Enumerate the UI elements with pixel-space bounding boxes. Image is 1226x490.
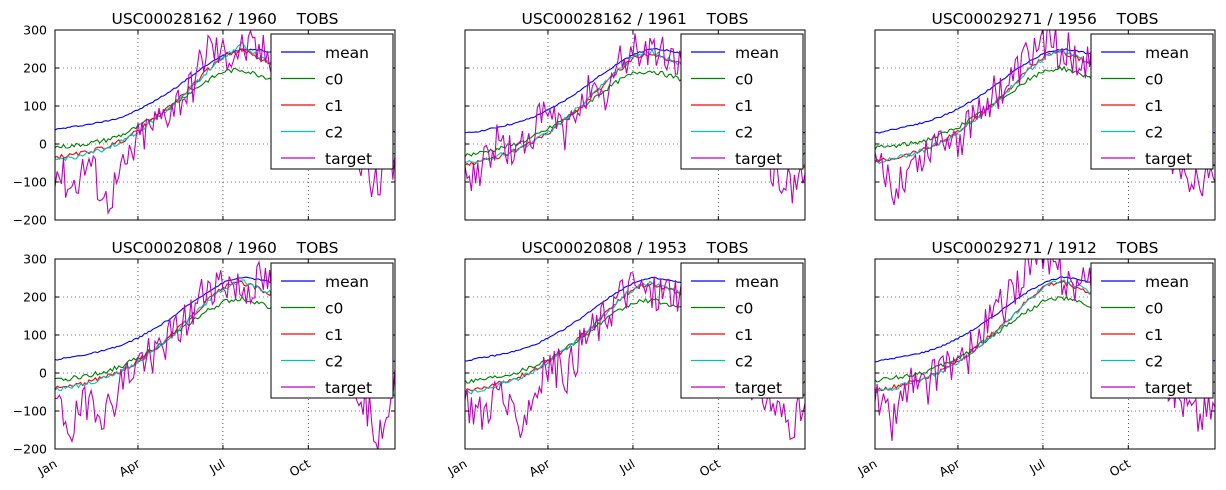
- ytick-label: 300: [23, 252, 47, 267]
- xtick-label: Jan: [34, 456, 59, 479]
- legend-label-c0: c0: [325, 300, 343, 318]
- subplot-4: USC00020808 / 1960 TOBS 300 200 100 0 −100 −20…: [13, 239, 396, 480]
- subplot-5: USC00020808 / 1953 TOBS Jan Apr Jul Oct mean c…: [444, 239, 806, 480]
- legend-label-mean: mean: [325, 44, 369, 62]
- legend-label-target: target: [1145, 379, 1192, 397]
- legend-label-c1: c1: [1145, 97, 1163, 115]
- axes-frame: [874, 29, 1216, 221]
- ytick-label: −100: [13, 404, 47, 419]
- xtick-label: Jan: [854, 456, 879, 479]
- legend-label-c0: c0: [735, 300, 753, 318]
- ytick-label: −200: [13, 442, 47, 457]
- ytick-label: −200: [13, 213, 47, 228]
- legend-label-mean: mean: [325, 273, 369, 291]
- subplot-title: USC00029271 / 1912 TOBS: [932, 239, 1159, 257]
- subplot-2: USC00028162 / 1961 TOBS mean c0 c1 c2 target: [464, 10, 806, 221]
- legend-label-c2: c2: [325, 353, 343, 371]
- legend-label-c2: c2: [735, 353, 753, 371]
- subplot-title: USC00020808 / 1953 TOBS: [522, 239, 749, 257]
- legend-label-c0: c0: [325, 71, 343, 89]
- legend-label-c1: c1: [325, 97, 343, 115]
- legend-label-c1: c1: [325, 326, 343, 344]
- xtick-label: Jul: [616, 456, 637, 477]
- legend-box: [680, 33, 804, 170]
- axes-frame: [874, 258, 1216, 450]
- legend-label-mean: mean: [1145, 44, 1189, 62]
- ytick-label: 0: [39, 137, 47, 152]
- legend: mean c0 c1 c2 target: [1090, 262, 1214, 399]
- legend-box: [270, 33, 394, 170]
- xtick-label: Apr: [936, 455, 963, 479]
- legend-label-target: target: [735, 150, 782, 168]
- legend-label-c1: c1: [735, 97, 753, 115]
- ytick-label: 300: [23, 23, 47, 38]
- legend-label-c0: c0: [1145, 71, 1163, 89]
- subplot-title: USC00028162 / 1960 TOBS: [112, 10, 339, 28]
- ytick-label: −100: [13, 175, 47, 190]
- legend-label-c1: c1: [1145, 326, 1163, 344]
- subplot-1: USC00028162 / 1960 TOBS 300 200 100 0 −100 −20…: [13, 10, 396, 228]
- subplot-title: USC00028162 / 1961 TOBS: [522, 10, 749, 28]
- xtick-label: Oct: [1107, 456, 1133, 480]
- ytick-label: 100: [23, 99, 47, 114]
- xtick-label: Apr: [116, 455, 143, 479]
- xtick-label: Oct: [697, 456, 723, 480]
- legend-box: [1090, 262, 1214, 399]
- ytick-label: 200: [23, 61, 47, 76]
- xtick-label: Jan: [444, 456, 469, 479]
- axes-frame: [464, 258, 806, 450]
- legend-label-target: target: [325, 150, 372, 168]
- legend-label-c0: c0: [735, 71, 753, 89]
- ytick-label: 100: [23, 328, 47, 343]
- subplot-6: USC00029271 / 1912 TOBS Jan Apr Jul Oct mean c…: [854, 239, 1216, 480]
- xtick-label: Oct: [287, 456, 313, 480]
- legend-label-mean: mean: [735, 44, 779, 62]
- subplot-title: USC00029271 / 1956 TOBS: [932, 10, 1159, 28]
- legend: mean c0 c1 c2 target: [270, 33, 394, 170]
- legend-label-mean: mean: [735, 273, 779, 291]
- legend-label-c1: c1: [735, 326, 753, 344]
- legend: mean c0 c1 c2 target: [270, 262, 394, 399]
- axes-frame: [464, 29, 806, 221]
- axes-frame: [54, 258, 396, 450]
- legend: mean c0 c1 c2 target: [680, 262, 804, 399]
- legend-label-c0: c0: [1145, 300, 1163, 318]
- legend: mean c0 c1 c2 target: [1090, 33, 1214, 170]
- legend-label-c2: c2: [1145, 353, 1163, 371]
- legend-label-target: target: [325, 379, 372, 397]
- legend-box: [270, 262, 394, 399]
- xtick-label: Apr: [526, 455, 553, 479]
- legend-label-c2: c2: [735, 124, 753, 142]
- axes-frame: [54, 29, 396, 221]
- xtick-label: Jul: [206, 456, 227, 477]
- legend: mean c0 c1 c2 target: [680, 33, 804, 170]
- legend-label-target: target: [1145, 150, 1192, 168]
- legend-box: [680, 262, 804, 399]
- legend-box: [1090, 33, 1214, 170]
- xtick-label: Jul: [1026, 456, 1047, 477]
- ytick-label: 200: [23, 290, 47, 305]
- subplot-title: USC00020808 / 1960 TOBS: [112, 239, 339, 257]
- legend-label-mean: mean: [1145, 273, 1189, 291]
- subplot-3: USC00029271 / 1956 TOBS mean c0 c1 c2 target: [874, 10, 1216, 221]
- legend-label-c2: c2: [1145, 124, 1163, 142]
- legend-label-c2: c2: [325, 124, 343, 142]
- ytick-label: 0: [39, 366, 47, 381]
- legend-label-target: target: [735, 379, 782, 397]
